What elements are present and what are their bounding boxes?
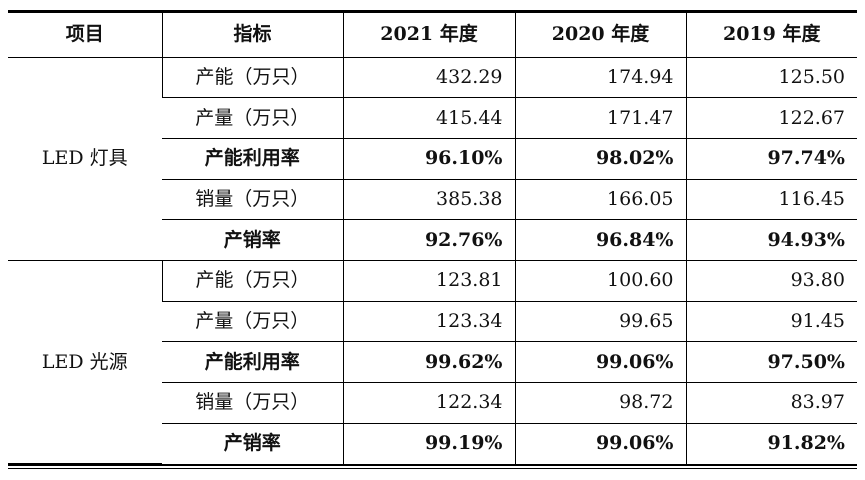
value-2020: 98.72: [514, 382, 686, 424]
value-2019: 83.97: [685, 382, 857, 424]
table-row: 产量（万只） 123.34 99.65 91.45: [8, 301, 857, 343]
bottom-rule-thin: [8, 468, 857, 470]
metric-label: 产销率: [223, 432, 281, 455]
table-row: 产销率 99.19% 99.06% 91.82%: [8, 423, 857, 464]
metric-label: 产能利用率: [162, 138, 343, 180]
value-2019: 125.50: [685, 57, 857, 99]
capacity-table: 项目 指标 2021 年度 2020 年度 2019 年度 LED 灯具 产能（…: [8, 13, 857, 465]
value-2019: 91.82%: [685, 423, 857, 464]
value-2020: 171.47: [514, 97, 686, 139]
value-2021: 99.19%: [342, 423, 515, 464]
metric-label: 销量（万只）: [162, 179, 343, 221]
value-2020: 99.65: [514, 301, 686, 343]
header-2020: 2020 年度: [514, 13, 686, 58]
value-2019: 116.45: [685, 179, 857, 221]
value-2021: 432.29: [342, 57, 515, 99]
value-2021: 99.62%: [342, 341, 515, 383]
value-2019: 91.45: [685, 301, 857, 343]
metric-label: 产能（万只）: [161, 57, 343, 99]
header-metric: 指标: [161, 13, 343, 58]
value-2019: 94.93%: [685, 219, 857, 261]
table-row: LED 灯具 产能（万只） 432.29 174.94 125.50: [8, 57, 857, 261]
value-2021: 96.10%: [342, 138, 515, 180]
table-row: 产销率 92.76% 96.84% 94.93%: [8, 219, 857, 261]
group-label-led-lamps: LED 灯具: [8, 57, 162, 261]
value-2019: 93.80: [685, 260, 857, 302]
header-row: 项目 指标 2021 年度 2020 年度 2019 年度: [8, 13, 857, 58]
header-2019: 2019 年度: [685, 13, 857, 58]
value-2021: 122.34: [342, 382, 515, 424]
top-rule: [8, 10, 857, 13]
value-2020: 100.60: [514, 260, 686, 302]
table-row: 产能利用率 96.10% 98.02% 97.74%: [8, 138, 857, 180]
header-2021: 2021 年度: [342, 13, 515, 58]
value-2020: 98.02%: [514, 138, 686, 180]
bottom-rule-thick: [8, 464, 857, 467]
metric-label: 产能（万只）: [161, 260, 343, 302]
value-2021: 123.81: [342, 260, 515, 302]
value-2019: 97.50%: [685, 341, 857, 383]
value-2019: 97.74%: [685, 138, 857, 180]
table-row: LED 光源 产能（万只） 123.81 100.60 93.80: [8, 260, 857, 465]
table-row: 销量（万只） 122.34 98.72 83.97: [8, 382, 857, 424]
value-2021: 415.44: [342, 97, 515, 139]
header-item: 项目: [8, 13, 162, 58]
value-2021: 92.76%: [342, 219, 515, 261]
table-row: 销量（万只） 385.38 166.05 116.45: [8, 179, 857, 221]
value-2020: 99.06%: [514, 423, 686, 464]
value-2020: 174.94: [514, 57, 686, 99]
value-2020: 166.05: [514, 179, 686, 221]
metric-label: 销量（万只）: [162, 382, 343, 424]
metric-label: 产销率: [162, 219, 343, 261]
value-2021: 123.34: [342, 301, 515, 343]
value-2020: 99.06%: [514, 341, 686, 383]
group-label-led-light-source: LED 光源: [8, 260, 162, 465]
metric-label: 产能利用率: [162, 341, 343, 383]
table-row: 产量（万只） 415.44 171.47 122.67: [8, 97, 857, 139]
metric-label: 产量（万只）: [162, 97, 343, 139]
metric-label: 产量（万只）: [162, 301, 343, 343]
value-2020: 96.84%: [514, 219, 686, 261]
value-2021: 385.38: [342, 179, 515, 221]
table-row: 产能利用率 99.62% 99.06% 97.50%: [8, 341, 857, 383]
value-2019: 122.67: [685, 97, 857, 139]
capacity-table-container: 项目 指标 2021 年度 2020 年度 2019 年度 LED 灯具 产能（…: [8, 10, 857, 470]
